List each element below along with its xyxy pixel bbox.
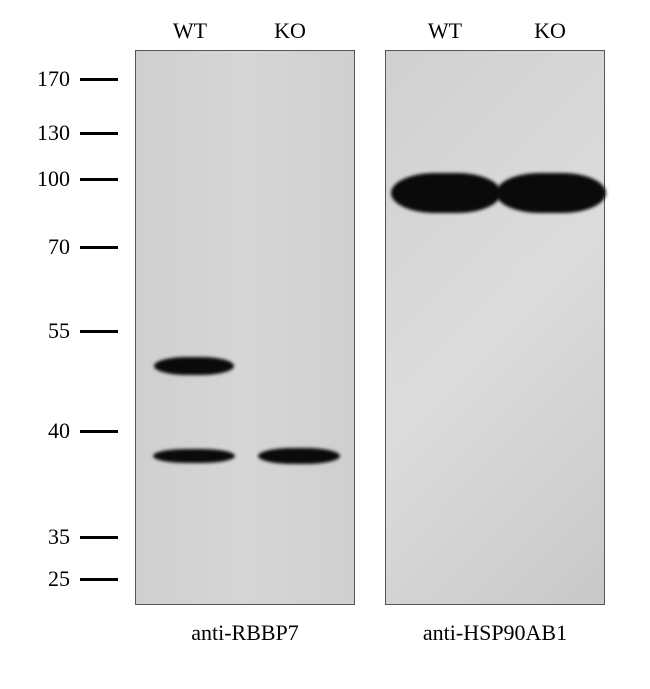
mw-label-100: 100 (0, 166, 70, 192)
mw-label-170: 170 (0, 66, 70, 92)
mw-label-55: 55 (0, 318, 70, 344)
mw-tick-25 (80, 578, 118, 581)
mw-tick-35 (80, 536, 118, 539)
band-hsp90ab1-ko (496, 173, 606, 213)
mw-tick-170 (80, 78, 118, 81)
mw-tick-55 (80, 330, 118, 333)
band-rbbp7-ko-lower (258, 448, 340, 464)
lane-label-left-wt: WT (160, 18, 220, 44)
mw-label-40: 40 (0, 418, 70, 444)
blot-rbbp7 (135, 50, 355, 605)
mw-label-25: 25 (0, 566, 70, 592)
antibody-label-rbbp7: anti-RBBP7 (165, 620, 325, 646)
band-hsp90ab1-wt (391, 173, 501, 213)
mw-label-35: 35 (0, 524, 70, 550)
mw-tick-100 (80, 178, 118, 181)
western-blot-figure: 170 130 100 70 55 40 35 25 WT KO WT KO a… (0, 0, 650, 689)
mw-tick-40 (80, 430, 118, 433)
antibody-label-hsp90ab1: anti-HSP90AB1 (400, 620, 590, 646)
band-rbbp7-wt-lower (153, 449, 235, 463)
lane-label-right-ko: KO (520, 18, 580, 44)
lane-label-right-wt: WT (415, 18, 475, 44)
mw-label-130: 130 (0, 120, 70, 146)
band-rbbp7-wt-upper (154, 357, 234, 375)
mw-label-70: 70 (0, 234, 70, 260)
mw-tick-130 (80, 132, 118, 135)
mw-tick-70 (80, 246, 118, 249)
lane-label-left-ko: KO (260, 18, 320, 44)
blot-hsp90ab1 (385, 50, 605, 605)
